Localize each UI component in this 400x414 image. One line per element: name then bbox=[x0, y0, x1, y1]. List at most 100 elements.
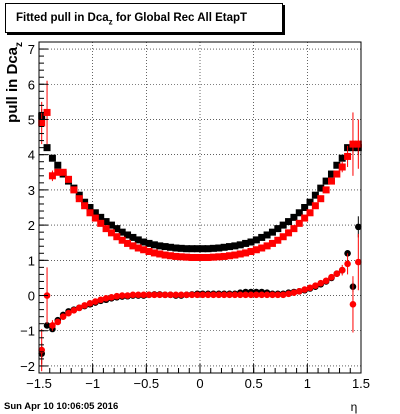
data-point bbox=[327, 177, 335, 185]
data-point bbox=[258, 244, 266, 252]
data-point bbox=[48, 154, 56, 162]
data-point bbox=[92, 298, 99, 305]
data-point bbox=[317, 195, 325, 203]
data-point bbox=[268, 239, 276, 247]
x-tick-label: 0.5 bbox=[245, 376, 263, 391]
data-point bbox=[279, 233, 287, 241]
data-point bbox=[199, 291, 206, 299]
y-tick-label: 2 bbox=[28, 218, 35, 233]
data-point bbox=[118, 228, 126, 236]
data-point bbox=[102, 225, 110, 233]
y-axis-label-main: pull in Dca bbox=[4, 46, 21, 123]
data-point bbox=[327, 170, 335, 178]
chart-title-suffix: for Global Rec All EtapT bbox=[112, 12, 248, 24]
data-point bbox=[188, 245, 196, 253]
data-point bbox=[156, 291, 164, 299]
data-point bbox=[167, 291, 174, 299]
data-point bbox=[317, 279, 325, 287]
x-tick-labels: −1.5 −1 −0.5 0 0.5 1 1.5 bbox=[26, 376, 370, 391]
data-point bbox=[150, 249, 158, 257]
series-layer bbox=[38, 80, 362, 372]
data-point bbox=[220, 252, 228, 260]
data-point bbox=[285, 290, 292, 298]
x-tick-label: −1.5 bbox=[26, 376, 52, 391]
data-point bbox=[301, 204, 309, 211]
y-tick-labels: −2 −1 0 1 2 3 4 5 6 7 bbox=[20, 42, 35, 374]
data-point bbox=[54, 161, 62, 169]
data-point bbox=[161, 291, 169, 299]
data-point bbox=[344, 152, 352, 160]
data-point bbox=[231, 291, 239, 299]
data-point bbox=[65, 175, 73, 183]
data-point bbox=[226, 291, 233, 299]
data-point bbox=[124, 292, 131, 299]
data-point bbox=[38, 119, 46, 127]
data-point bbox=[183, 253, 191, 261]
data-point bbox=[65, 309, 72, 317]
data-point bbox=[301, 214, 309, 222]
data-point bbox=[236, 250, 244, 258]
y-tick-label: −2 bbox=[20, 359, 35, 374]
data-point bbox=[140, 291, 147, 299]
data-point bbox=[188, 254, 196, 262]
data-point bbox=[204, 291, 212, 299]
data-point bbox=[247, 291, 255, 299]
data-point bbox=[134, 244, 142, 252]
data-point bbox=[349, 140, 357, 148]
data-point bbox=[183, 245, 191, 253]
x-tick-label: 1.5 bbox=[352, 376, 370, 391]
data-point bbox=[54, 168, 62, 176]
data-point bbox=[172, 291, 180, 299]
data-point bbox=[177, 291, 185, 299]
data-point bbox=[349, 301, 357, 308]
data-point bbox=[338, 266, 346, 274]
data-point bbox=[86, 209, 94, 217]
y-axis-label-sub: z bbox=[14, 42, 25, 47]
data-point bbox=[81, 202, 89, 210]
data-point bbox=[145, 239, 153, 247]
data-point bbox=[231, 242, 239, 250]
data-point bbox=[151, 291, 158, 299]
data-point bbox=[312, 282, 319, 289]
data-point bbox=[322, 277, 330, 285]
data-point bbox=[322, 186, 330, 194]
data-point bbox=[124, 239, 132, 247]
data-point bbox=[247, 238, 255, 246]
data-point bbox=[172, 252, 180, 260]
data-point bbox=[150, 241, 158, 249]
data-point bbox=[166, 252, 174, 260]
chart-title-box: Fitted pull in Dcaz for Global Rec All E… bbox=[5, 3, 283, 33]
data-point bbox=[91, 209, 99, 217]
x-tick-label: −1 bbox=[85, 376, 100, 391]
x-tick-label: −0.5 bbox=[133, 376, 159, 391]
data-point bbox=[210, 291, 217, 299]
data-point bbox=[247, 248, 255, 256]
data-point bbox=[220, 243, 228, 251]
series-1 bbox=[38, 80, 362, 262]
data-point bbox=[107, 229, 115, 237]
data-point bbox=[333, 161, 341, 169]
data-point bbox=[118, 236, 126, 244]
data-point bbox=[274, 236, 282, 244]
data-point bbox=[194, 291, 201, 299]
data-point bbox=[209, 244, 217, 252]
y-tick-label: 5 bbox=[28, 112, 35, 127]
data-point bbox=[140, 246, 148, 254]
data-point bbox=[140, 238, 148, 246]
data-point bbox=[231, 251, 239, 259]
data-point bbox=[145, 291, 153, 299]
data-point bbox=[97, 219, 105, 227]
data-point bbox=[242, 291, 249, 299]
data-point bbox=[268, 228, 276, 236]
data-point bbox=[226, 243, 234, 251]
data-point bbox=[43, 322, 51, 329]
data-point bbox=[43, 108, 51, 116]
data-point bbox=[295, 219, 303, 227]
y-tick-label: 7 bbox=[28, 42, 35, 57]
data-point bbox=[290, 213, 298, 221]
data-point bbox=[285, 229, 293, 237]
data-point bbox=[263, 231, 271, 239]
chart-title: Fitted pull in Dcaz for Global Rec All E… bbox=[16, 12, 247, 26]
data-point bbox=[75, 195, 83, 203]
data-point bbox=[177, 244, 185, 252]
